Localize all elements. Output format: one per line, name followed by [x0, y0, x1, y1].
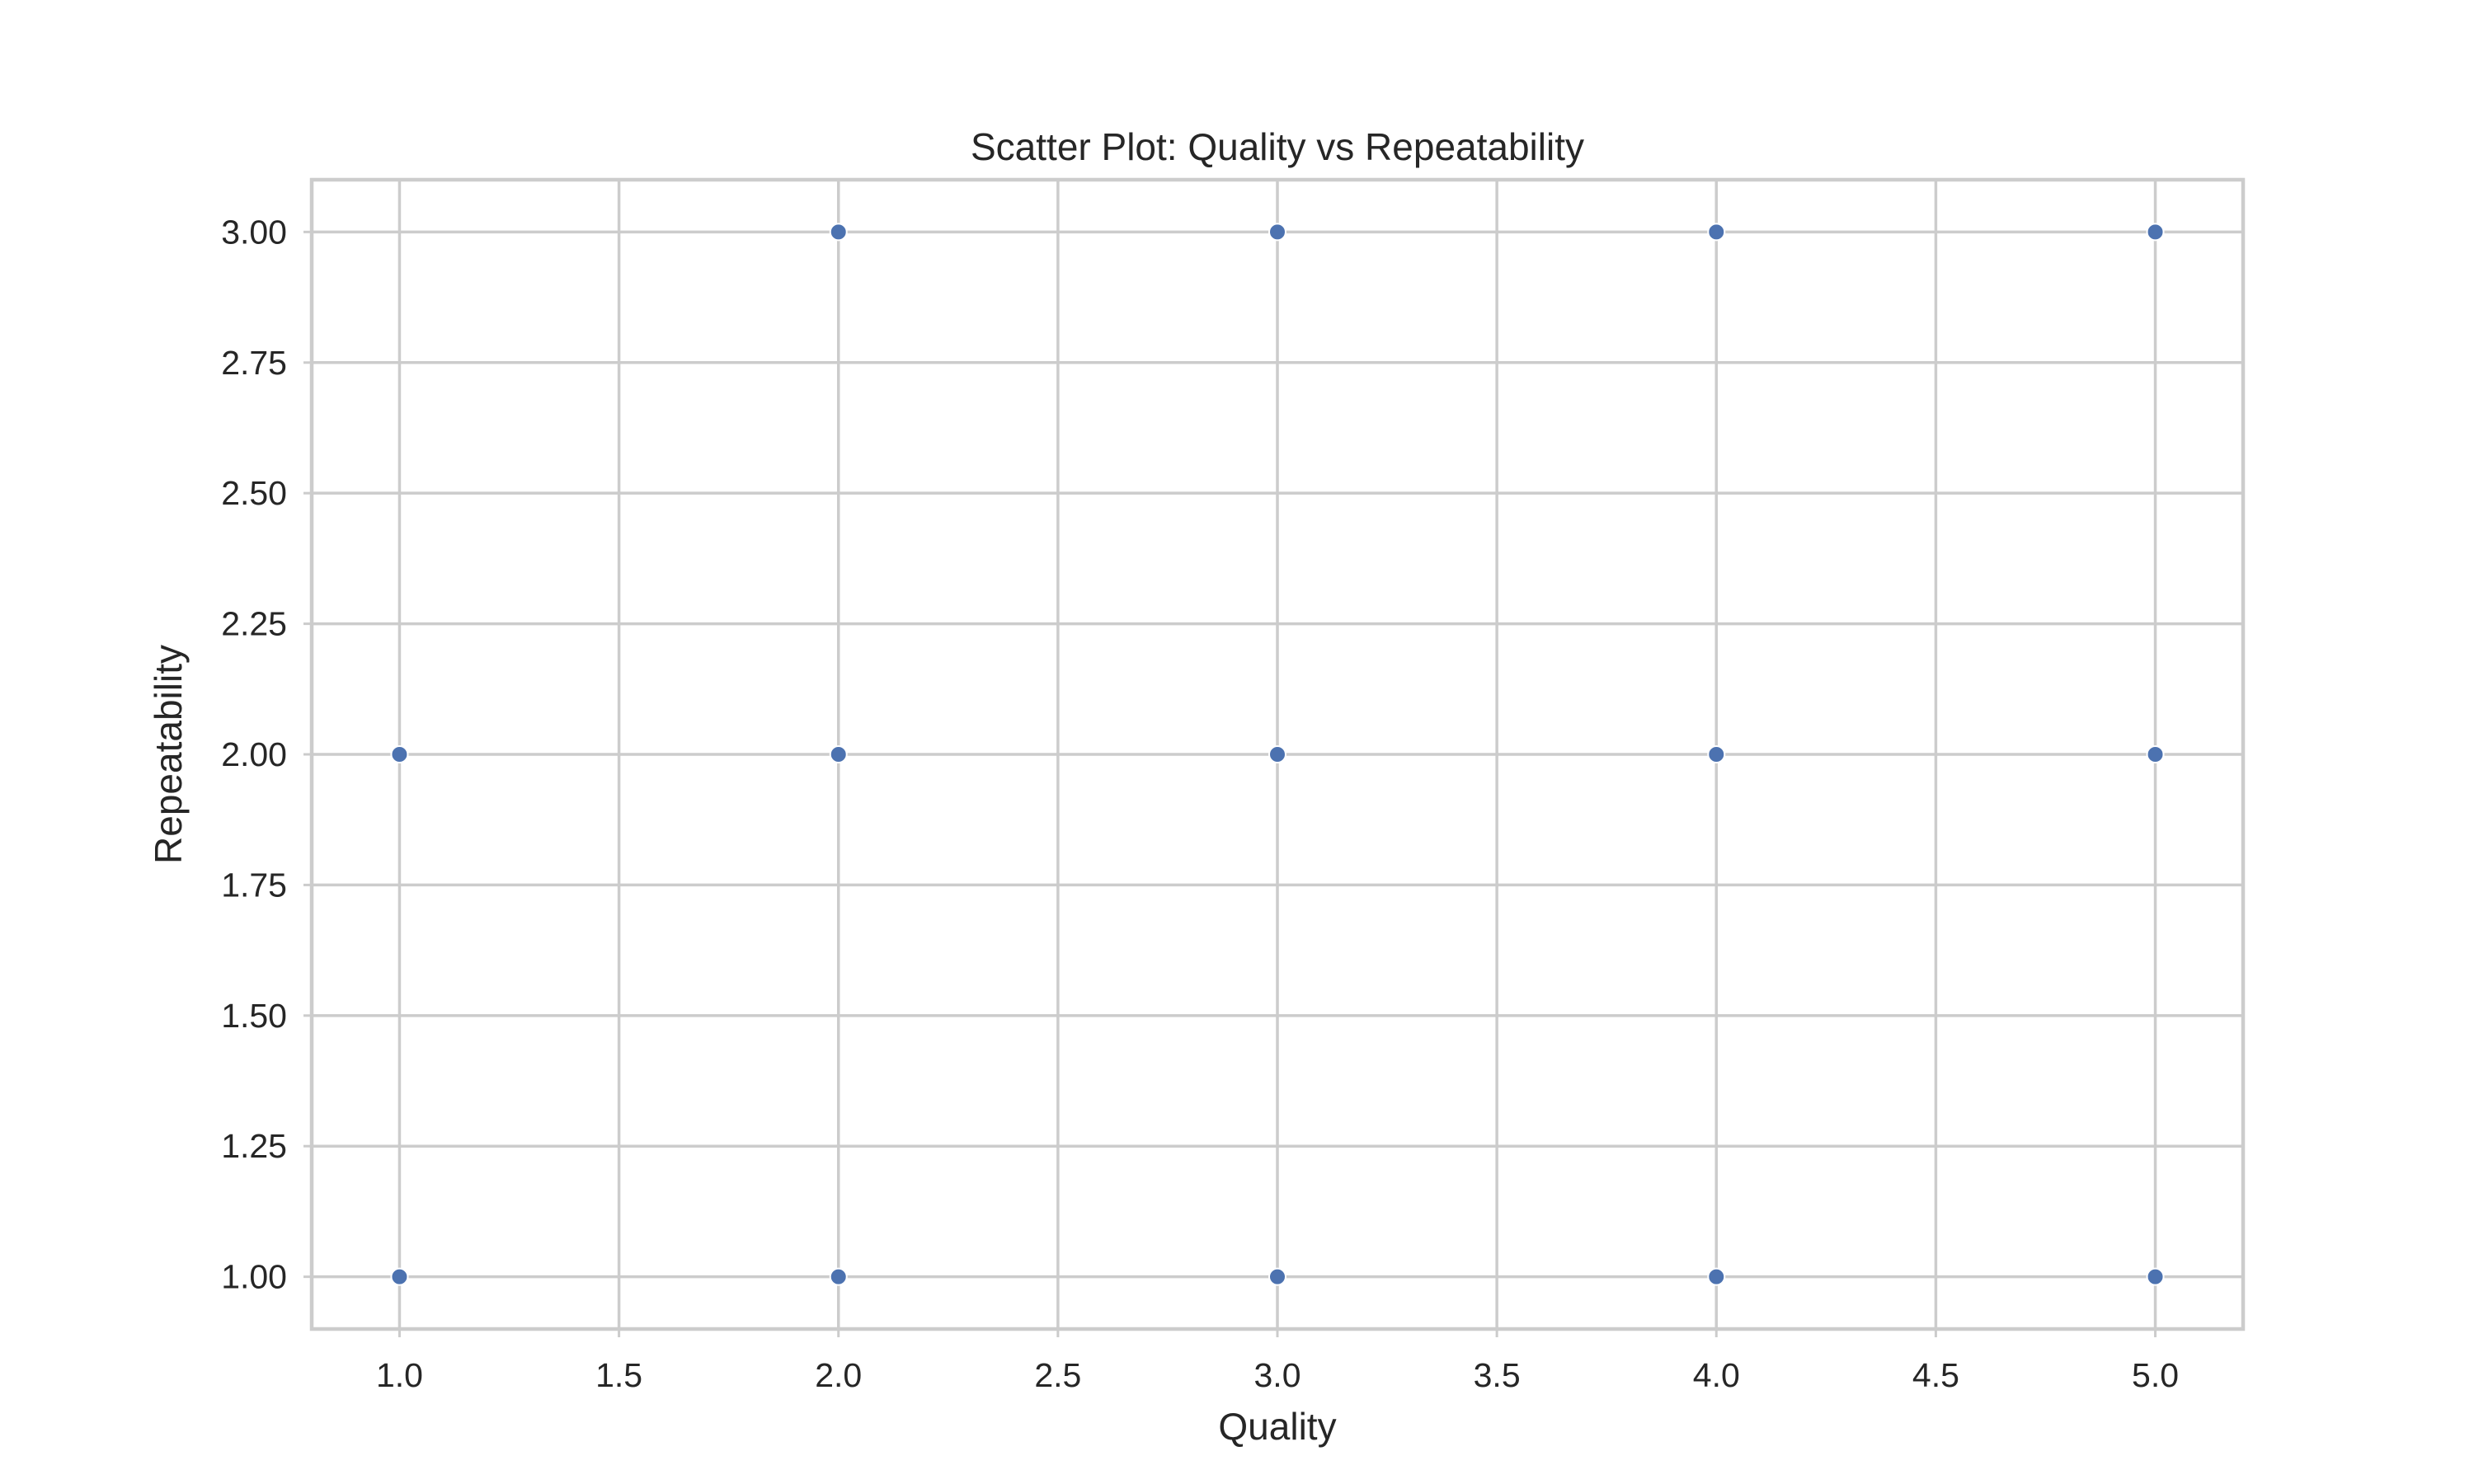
y-tick-label: 1.00: [221, 1258, 287, 1296]
x-tick-label: 1.0: [376, 1356, 423, 1394]
scatter-point: [1707, 745, 1726, 763]
scatter-point: [2146, 223, 2165, 242]
chart-title: Scatter Plot: Quality vs Repeatability: [971, 125, 1584, 168]
y-tick-label: 1.25: [221, 1127, 287, 1165]
scatter-point: [2146, 1267, 2165, 1286]
scatter-point: [1707, 1267, 1726, 1286]
x-axis-label: Quality: [1218, 1405, 1336, 1448]
scatter-point: [1268, 223, 1286, 242]
scatter-point: [829, 223, 848, 242]
scatter-point: [1707, 223, 1726, 242]
scatter-point: [390, 745, 409, 763]
scatter-point: [1268, 745, 1286, 763]
y-tick-label: 2.25: [221, 605, 287, 643]
scatter-point: [829, 1267, 848, 1286]
y-tick-label: 2.50: [221, 474, 287, 512]
x-tick-label: 1.5: [595, 1356, 642, 1394]
y-tick-label: 1.75: [221, 866, 287, 904]
x-tick-label: 2.5: [1034, 1356, 1081, 1394]
y-tick-label: 2.75: [221, 344, 287, 382]
x-tick-label: 5.0: [2132, 1356, 2179, 1394]
scatter-point: [2146, 745, 2165, 763]
x-tick-label: 3.5: [1474, 1356, 1521, 1394]
y-axis-label: Repeatability: [147, 645, 190, 864]
data-points: [390, 223, 2165, 1286]
x-tick-label: 3.0: [1254, 1356, 1301, 1394]
x-tick-label: 4.5: [1912, 1356, 1959, 1394]
axis-ticks: 1.0 1.5 2.0 2.5 3.0 3.5 4.0 4.5 5.0 1.00 1.25 1.50 1…: [221, 213, 2179, 1394]
scatter-point: [1268, 1267, 1286, 1286]
scatter-point: [829, 745, 848, 763]
x-tick-label: 4.0: [1693, 1356, 1740, 1394]
y-tick-label: 1.50: [221, 997, 287, 1035]
x-tick-label: 2.0: [815, 1356, 862, 1394]
y-tick-label: 3.00: [221, 213, 287, 251]
scatter-point: [390, 1267, 409, 1286]
y-tick-label: 2.00: [221, 735, 287, 773]
